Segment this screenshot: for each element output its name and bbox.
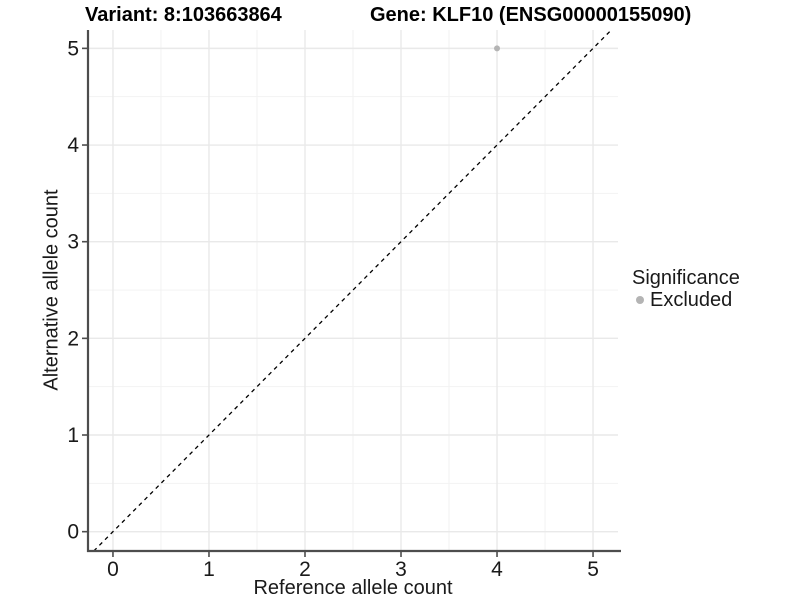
legend-item-label: Excluded — [650, 289, 733, 311]
legend-point-icon — [636, 296, 644, 304]
legend-title: Significance — [632, 267, 740, 289]
x-tick-label: 2 — [299, 558, 311, 581]
x-tick-label: 3 — [395, 558, 407, 581]
y-tick-label: 0 — [67, 521, 79, 544]
y-axis-title: Alternative allele count — [40, 189, 63, 391]
x-axis-title: Reference allele count — [253, 577, 453, 599]
x-tick-label: 1 — [203, 558, 215, 581]
y-tick-label: 5 — [67, 37, 79, 60]
legend: Significance Excluded — [632, 267, 740, 311]
legend-item-excluded: Excluded — [632, 289, 740, 311]
y-tick-label: 3 — [67, 231, 79, 254]
y-tick-label: 2 — [67, 327, 79, 350]
y-tick-label: 4 — [67, 134, 79, 157]
gene-title: Gene: KLF10 (ENSG00000155090) — [370, 4, 692, 26]
x-tick-label: 4 — [491, 558, 503, 581]
x-tick-label: 0 — [107, 558, 119, 581]
data-point — [494, 45, 501, 52]
x-tick-label: 5 — [587, 558, 599, 581]
y-tick-label: 1 — [67, 424, 79, 447]
identity-line — [93, 29, 612, 552]
variant-title: Variant: 8:103663864 — [85, 4, 282, 26]
